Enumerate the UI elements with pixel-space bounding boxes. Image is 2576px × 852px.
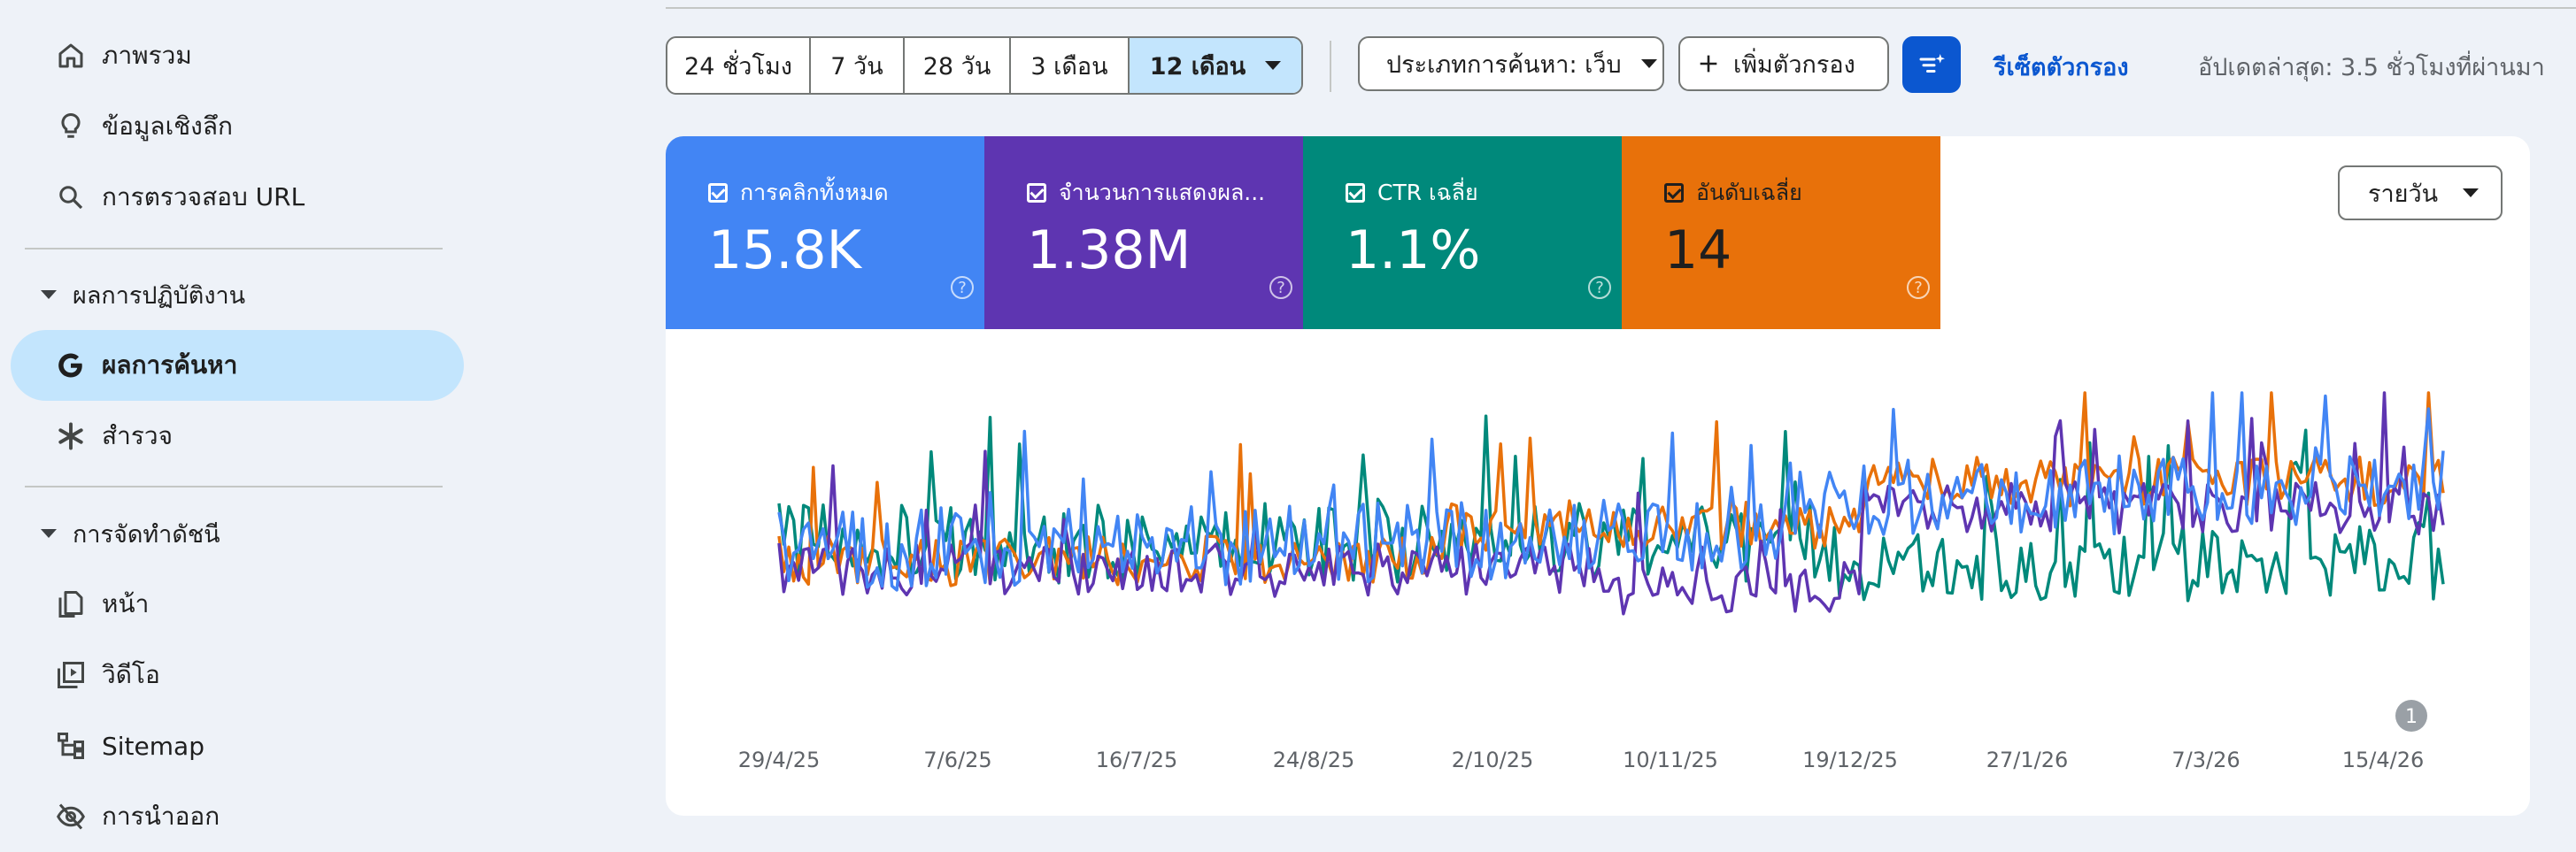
help-icon[interactable]: ? (951, 276, 974, 299)
reset-filters-link[interactable]: รีเซ็ตตัวกรอง (1994, 54, 2129, 81)
nav-label: Sitemap (102, 731, 204, 761)
lightbulb-icon (42, 98, 99, 155)
chevron-down-icon (2463, 188, 2480, 197)
x-tick-label: 19/12/25 (1802, 748, 1898, 772)
add-filter-button[interactable]: เพิ่มตัวกรอง (1678, 36, 1889, 91)
section-toggle-indexing[interactable]: การจัดทำดัชนี (41, 507, 220, 560)
x-tick-label: 10/11/25 (1623, 748, 1718, 772)
date-range-selector: 24 ชั่วโมง 7 วัน 28 วัน 3 เดือน 12 เดือน (666, 36, 1303, 95)
x-tick-label: 7/3/26 (2171, 748, 2240, 772)
performance-card: การคลิกทั้งหมด 15.8K ? จำนวนการแสดงผล...… (666, 136, 2530, 816)
metric-label-row: การคลิกทั้งหมด (708, 175, 974, 211)
range-label: 12 เดือน (1149, 52, 1246, 81)
metric-value: 15.8K (708, 219, 861, 281)
caret-down-icon (41, 290, 57, 299)
nav-label: ข้อมูลเชิงลึก (102, 111, 233, 141)
metric-label: การคลิกทั้งหมด (740, 180, 889, 205)
metric-label-row: CTR เฉลี่ย (1346, 175, 1611, 211)
nav-label: สำรวจ (102, 421, 173, 450)
help-icon[interactable]: ? (1269, 276, 1292, 299)
metric-tile-ctr[interactable]: CTR เฉลี่ย 1.1% ? (1303, 136, 1622, 329)
discover-asterisk-icon (42, 408, 99, 464)
range-28d-button[interactable]: 28 วัน (905, 38, 1011, 93)
metric-value: 14 (1664, 219, 1732, 281)
nav-label: วิดีโอ (102, 660, 160, 689)
nav-item-removals[interactable]: การนำออก (11, 781, 464, 852)
annotation-circle (2395, 700, 2427, 732)
caret-down-icon (41, 529, 57, 538)
x-tick-label: 27/1/26 (1986, 748, 2069, 772)
checkbox-icon (1664, 183, 1684, 203)
nav-item-sitemap[interactable]: Sitemap (11, 710, 464, 781)
search-icon (42, 169, 99, 226)
nav-item-videos[interactable]: วิดีโอ (11, 640, 464, 710)
nav-item-insights[interactable]: ข้อมูลเชิงลึก (11, 91, 464, 162)
last-updated-text: อัปเดตล่าสุด: 3.5 ชั่วโมงที่ผ่านมา (2198, 54, 2545, 81)
nav-item-search-results[interactable]: ผลการค้นหา (11, 330, 464, 401)
x-tick-label: 7/6/25 (923, 748, 991, 772)
nav-label: หน้า (102, 589, 150, 618)
filter-settings-button[interactable] (1902, 36, 1961, 93)
plus-icon (1696, 51, 1721, 76)
checkbox-icon (1027, 183, 1046, 203)
x-tick-label: 29/4/25 (738, 748, 821, 772)
metric-label: อันดับเฉลี่ย (1696, 180, 1802, 205)
section-toggle-performance[interactable]: ผลการปฏิบัติงาน (41, 268, 245, 321)
nav-item-url-inspection[interactable]: การตรวจสอบ URL (11, 162, 464, 233)
section-title: การจัดทำดัชนี (73, 520, 220, 549)
metric-value: 1.1% (1346, 219, 1481, 281)
metric-label: จำนวนการแสดงผล... (1059, 180, 1266, 205)
range-3m-button[interactable]: 3 เดือน (1011, 38, 1130, 93)
metric-label: CTR เฉลี่ย (1377, 180, 1478, 205)
pages-icon (42, 576, 99, 633)
add-filter-label: เพิ่มตัวกรอง (1733, 50, 1855, 79)
nav-item-overview[interactable]: ภาพรวม (11, 20, 464, 91)
metric-value: 1.38M (1027, 219, 1192, 281)
metric-tile-impressions[interactable]: จำนวนการแสดงผล... 1.38M ? (984, 136, 1303, 329)
nav-item-discover[interactable]: สำรวจ (11, 401, 464, 472)
metric-label-row: อันดับเฉลี่ย (1664, 175, 1930, 211)
sidebar-divider (25, 486, 443, 487)
granularity-label: รายวัน (2368, 180, 2439, 208)
search-type-dropdown[interactable]: ประเภทการค้นหา: เว็บ (1358, 36, 1664, 91)
x-tick-label: 16/7/25 (1096, 748, 1178, 772)
range-12m-button[interactable]: 12 เดือน (1130, 38, 1301, 93)
header-divider (666, 7, 2576, 9)
removal-eye-off-icon (42, 788, 99, 845)
section-title: ผลการปฏิบัติงาน (73, 281, 246, 310)
annotation-badge[interactable]: 1 (2395, 700, 2427, 732)
help-icon[interactable]: ? (1907, 276, 1930, 299)
range-24h-button[interactable]: 24 ชั่วโมง (667, 38, 811, 93)
search-type-label: ประเภทการค้นหา: เว็บ (1386, 50, 1622, 79)
checkbox-icon (708, 183, 728, 203)
range-7d-button[interactable]: 7 วัน (811, 38, 905, 93)
nav-label: การนำออก (102, 802, 220, 831)
chevron-down-icon (1640, 59, 1657, 68)
sidebar: ภาพรวม ข้อมูลเชิงลึก การตรวจสอบ URL ผลกา… (0, 0, 469, 851)
x-tick-label: 24/8/25 (1273, 748, 1355, 772)
home-icon (42, 27, 99, 84)
series-line (777, 391, 2445, 592)
nav-label: การตรวจสอบ URL (102, 182, 305, 211)
toolbar-divider (1330, 41, 1331, 92)
nav-label: ภาพรวม (102, 41, 192, 70)
performance-line-chart: 29/4/25 7/6/25 16/7/25 24/8/25 2/10/25 10/11/… (738, 391, 2445, 772)
annotation-number: 1 (2405, 706, 2418, 728)
chevron-down-icon (1265, 61, 1282, 70)
nav-label: ผลการค้นหา (102, 350, 238, 380)
filter-sparkle-icon (1916, 49, 1947, 81)
google-g-icon (42, 337, 99, 394)
video-icon (42, 647, 99, 703)
x-tick-label: 15/4/26 (2342, 748, 2425, 772)
granularity-dropdown[interactable]: รายวัน (2338, 165, 2503, 220)
nav-item-pages[interactable]: หน้า (11, 569, 464, 640)
x-tick-label: 2/10/25 (1452, 748, 1534, 772)
metric-tile-clicks[interactable]: การคลิกทั้งหมด 15.8K ? (666, 136, 984, 329)
sitemap-icon (42, 718, 99, 774)
sidebar-divider (25, 248, 443, 249)
metric-label-row: จำนวนการแสดงผล... (1027, 175, 1292, 211)
checkbox-icon (1346, 183, 1365, 203)
help-icon[interactable]: ? (1588, 276, 1611, 299)
metric-tile-position[interactable]: อันดับเฉลี่ย 14 ? (1622, 136, 1940, 329)
